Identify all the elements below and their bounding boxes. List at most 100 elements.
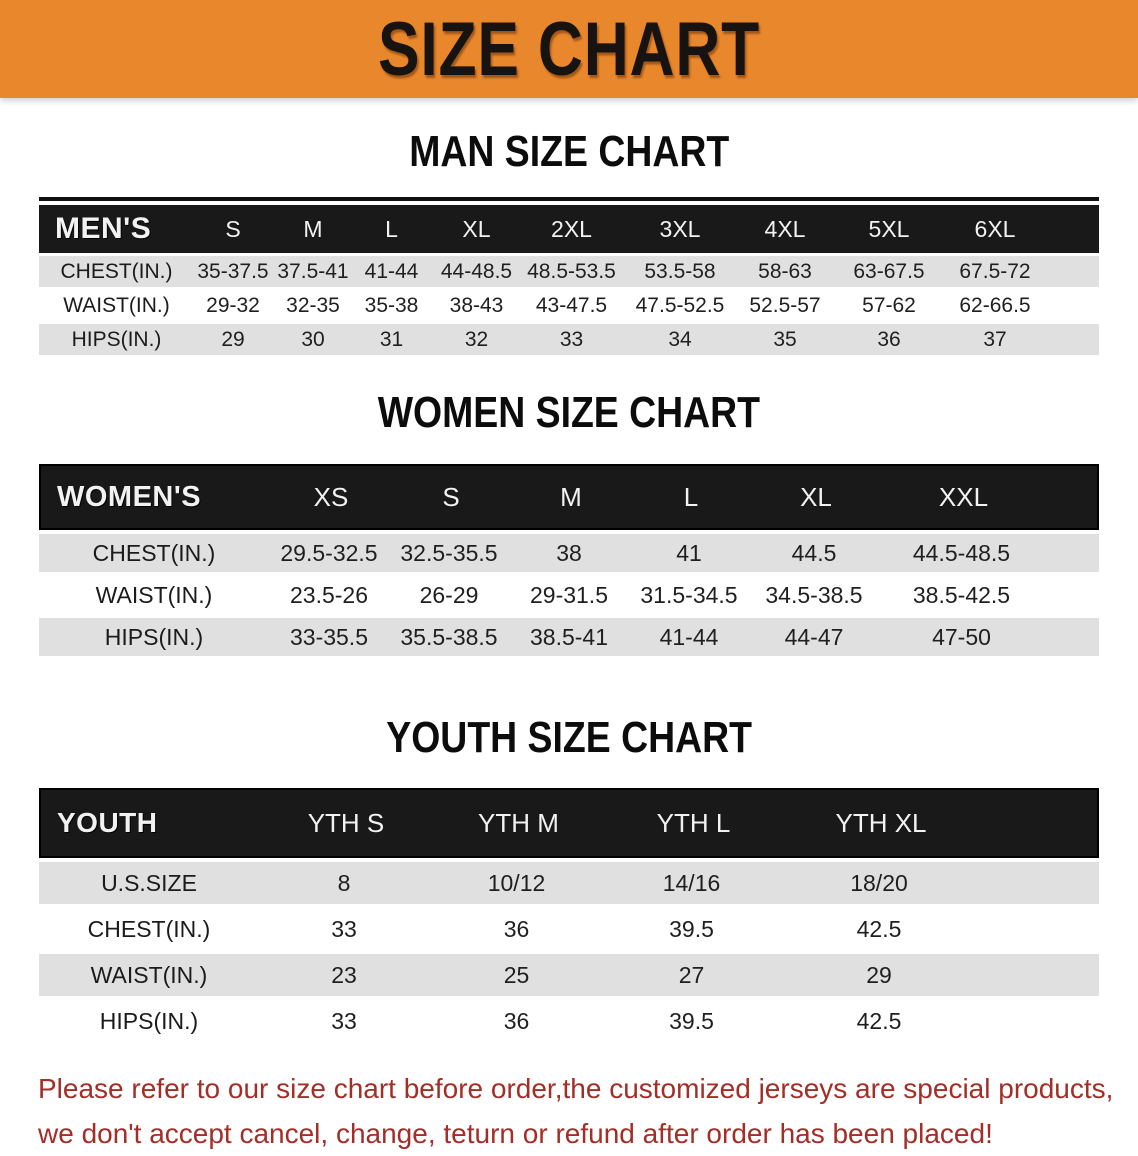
size-col-header: 6XL xyxy=(974,215,1016,242)
size-col-header: XS xyxy=(313,481,349,512)
size-value: 44-47 xyxy=(784,623,844,650)
size-value: 10/12 xyxy=(487,869,546,896)
size-value: 47-50 xyxy=(932,623,991,650)
size-col-header: YTH L xyxy=(656,807,731,838)
size-col-header: M xyxy=(560,481,582,512)
size-value: 42.5 xyxy=(856,915,902,942)
size-col-header: S xyxy=(225,215,241,242)
size-value: 39.5 xyxy=(669,1007,714,1034)
size-value: 30 xyxy=(301,327,325,351)
youth-size-chart-heading: YOUTH SIZE CHART xyxy=(0,712,1138,771)
youth-size-chart-heading-text: YOUTH SIZE CHART xyxy=(386,713,752,762)
table-row-hips: HIPS(IN.) 29 30 31 32 33 34 35 36 37 xyxy=(39,324,1099,355)
size-value: 26-29 xyxy=(419,581,479,608)
table-row-us-size: U.S.SIZE 8 10/12 14/16 18/20 xyxy=(39,862,1099,904)
youth-corner-label: YOUTH xyxy=(57,807,158,838)
size-value: 52.5-57 xyxy=(749,293,821,317)
size-value: 41-44 xyxy=(364,259,419,283)
measure-row-label: U.S.SIZE xyxy=(101,869,197,896)
size-value: 33 xyxy=(331,1007,357,1034)
size-value: 42.5 xyxy=(856,1007,902,1034)
size-col-header: S xyxy=(442,481,460,512)
size-value: 38-43 xyxy=(449,293,504,317)
size-value: 23 xyxy=(331,961,357,988)
size-value: 33-35.5 xyxy=(289,623,368,650)
size-col-header: XL xyxy=(800,481,832,512)
size-value: 35-37.5 xyxy=(197,259,269,283)
table-row-hips: HIPS(IN.) 33-35.5 35.5-38.5 38.5-41 41-4… xyxy=(39,618,1099,656)
table-row-waist: WAIST(IN.) 29-32 32-35 35-38 38-43 43-47… xyxy=(39,290,1099,321)
size-value: 58-63 xyxy=(758,259,812,283)
size-value: 14/16 xyxy=(662,869,721,896)
size-col-header: XL xyxy=(462,215,491,242)
size-col-header: 4XL xyxy=(764,215,806,242)
table-row-hips: HIPS(IN.) 33 36 39.5 42.5 xyxy=(39,1000,1099,1042)
size-value: 35.5-38.5 xyxy=(400,623,498,650)
measure-row-label: CHEST(IN.) xyxy=(87,915,211,942)
size-value: 32.5-35.5 xyxy=(400,539,498,566)
size-value: 33 xyxy=(559,327,584,351)
womens-table-header-row: WOMEN'S XS S M L XL XXL xyxy=(39,464,1099,530)
size-value: 23.5-26 xyxy=(289,581,368,608)
size-value: 35 xyxy=(773,327,797,351)
youth-table-header-row: YOUTH YTH S YTH M YTH L YTH XL xyxy=(39,788,1099,858)
size-value: 38.5-41 xyxy=(529,623,608,650)
size-value: 44.5 xyxy=(791,539,837,566)
size-value: 18/20 xyxy=(850,869,908,896)
size-value: 47.5-52.5 xyxy=(635,293,725,317)
size-value: 38 xyxy=(556,539,582,566)
size-value: 32 xyxy=(464,327,489,351)
size-col-header: YTH S xyxy=(307,807,385,838)
size-value: 29-31.5 xyxy=(529,581,608,608)
size-value: 29 xyxy=(866,961,892,988)
size-value: 25 xyxy=(503,961,530,988)
womens-corner-label: WOMEN'S xyxy=(57,480,202,513)
measure-row-label: CHEST(IN.) xyxy=(60,259,173,283)
size-value: 29-32 xyxy=(206,293,260,317)
size-col-header: M xyxy=(303,215,323,242)
women-size-chart-heading: WOMEN SIZE CHART xyxy=(0,387,1138,446)
table-row-waist: WAIST(IN.) 23.5-26 26-29 29-31.5 31.5-34… xyxy=(39,576,1099,614)
size-col-header: 5XL xyxy=(868,215,910,242)
size-value: 48.5-53.5 xyxy=(527,259,616,283)
size-value: 37.5-41 xyxy=(277,259,349,283)
measure-row-label: HIPS(IN.) xyxy=(99,1007,199,1034)
size-value: 27 xyxy=(678,961,705,988)
measure-row-label: HIPS(IN.) xyxy=(104,623,204,650)
disclaimer-line-2: we don't accept cancel, change, teturn o… xyxy=(38,1118,993,1149)
measure-row-label: WAIST(IN.) xyxy=(90,961,208,988)
women-size-chart-heading-text: WOMEN SIZE CHART xyxy=(377,388,761,437)
man-size-chart-heading: MAN SIZE CHART xyxy=(0,126,1138,185)
measure-row-label: WAIST(IN.) xyxy=(63,293,170,317)
size-col-header: L xyxy=(385,215,398,242)
mens-size-table: MEN'S S M L XL 2XL 3XL 4XL 5XL 6XL CHEST… xyxy=(39,197,1099,355)
size-value: 41-44 xyxy=(659,623,719,650)
size-value: 32-35 xyxy=(286,293,340,317)
size-value: 53.5-58 xyxy=(644,259,716,283)
size-col-header: 2XL xyxy=(551,215,592,242)
measure-row-label: WAIST(IN.) xyxy=(95,581,213,608)
table-row-chest: CHEST(IN.) 35-37.5 37.5-41 41-44 44-48.5… xyxy=(39,256,1099,287)
size-value: 34 xyxy=(668,327,692,351)
mens-corner-label: MEN'S xyxy=(55,212,152,245)
measure-row-label: CHEST(IN.) xyxy=(92,539,216,566)
size-col-header: YTH XL xyxy=(835,807,927,838)
size-value: 57-62 xyxy=(862,293,916,317)
disclaimer-text: Please refer to our size chart before or… xyxy=(38,1066,1113,1156)
size-value: 39.5 xyxy=(669,915,714,942)
size-value: 29.5-32.5 xyxy=(280,539,378,566)
size-value: 36 xyxy=(503,1007,530,1034)
measure-row-label: HIPS(IN.) xyxy=(71,327,162,351)
size-value: 62-66.5 xyxy=(959,293,1031,317)
size-value: 38.5-42.5 xyxy=(912,581,1011,608)
man-size-chart-heading-text: MAN SIZE CHART xyxy=(409,127,729,176)
size-value: 41 xyxy=(676,539,702,566)
size-value: 34.5-38.5 xyxy=(765,581,863,608)
size-col-header: L xyxy=(683,481,699,512)
size-col-header: YTH M xyxy=(478,807,559,838)
size-value: 31.5-34.5 xyxy=(640,581,738,608)
table-row-waist: WAIST(IN.) 23 25 27 29 xyxy=(39,954,1099,996)
size-value: 44.5-48.5 xyxy=(912,539,1011,566)
size-chart-title: SIZE CHART xyxy=(377,6,761,92)
size-value: 43-47.5 xyxy=(535,293,608,317)
